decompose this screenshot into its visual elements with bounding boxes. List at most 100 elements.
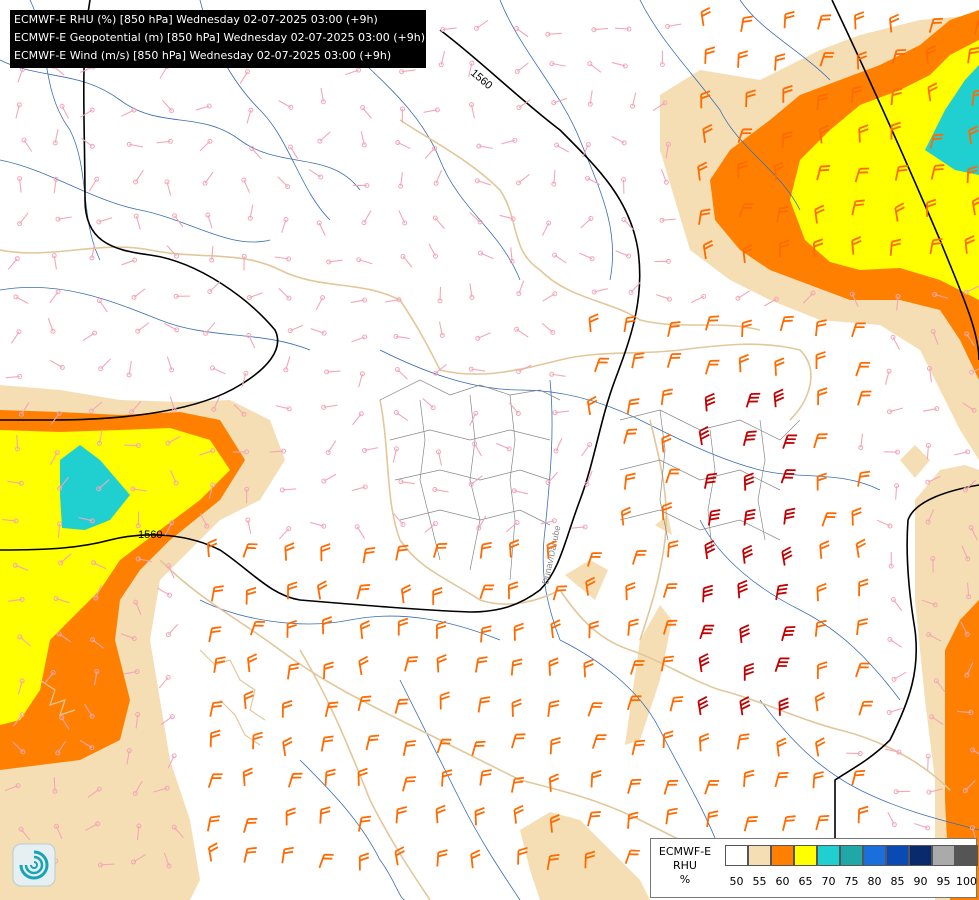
wind-barb (287, 324, 304, 334)
legend-swatch (748, 845, 771, 866)
wind-barb (547, 700, 560, 717)
wind-barb (324, 768, 336, 786)
legend-tick: 70 (821, 875, 836, 888)
wind-barb (698, 425, 710, 446)
wind-barb (200, 513, 210, 529)
wind-barb (49, 289, 61, 304)
wind-barb (508, 402, 521, 417)
wind-barb (126, 748, 132, 765)
wind-barb (203, 322, 216, 336)
wind-barb (90, 637, 104, 649)
wind-barb (17, 66, 25, 83)
wind-barb (205, 212, 213, 229)
wind-barb (816, 93, 829, 111)
legend-swatch (725, 845, 748, 866)
wind-barb (929, 714, 944, 726)
wind-barb (962, 402, 977, 413)
wind-barb (472, 441, 482, 457)
wind-barb (53, 823, 63, 840)
wind-barb (816, 472, 827, 491)
wind-barb (44, 670, 56, 684)
wind-barb (120, 633, 137, 642)
wind-barb (281, 700, 293, 718)
wind-barb (514, 326, 529, 338)
wind-barb (199, 138, 213, 152)
wind-barb (209, 701, 223, 717)
legend-title: ECMWF-E RHU % (653, 845, 717, 887)
wind-barb (858, 578, 869, 597)
wind-barb (394, 698, 409, 714)
wind-barb (656, 294, 672, 302)
wind-barb (890, 334, 901, 350)
wind-barb (514, 26, 529, 38)
wind-barb (402, 776, 416, 792)
wind-barb (545, 471, 558, 486)
wind-barb (97, 862, 115, 868)
wind-barb (166, 245, 179, 259)
wind-barb (49, 359, 65, 370)
wind-barb (628, 281, 641, 295)
wind-barb (660, 168, 669, 185)
wind-barb (352, 411, 364, 426)
wind-barb (476, 143, 493, 149)
wind-barb (21, 137, 33, 152)
wind-barb (473, 19, 489, 31)
wind-barb (591, 27, 608, 33)
wind-barb (894, 202, 905, 222)
wind-barb (79, 107, 95, 118)
wind-barb (479, 584, 495, 600)
wind-barb (310, 328, 327, 336)
wind-barb (962, 780, 976, 794)
wind-barb (440, 26, 457, 32)
wind-barb (245, 517, 252, 534)
wind-barb (699, 624, 715, 640)
wind-barb (704, 392, 716, 412)
wind-barb (743, 662, 755, 681)
wind-barb (783, 10, 795, 29)
wind-barb (783, 507, 796, 525)
wind-barb (886, 407, 904, 415)
wind-barb (469, 212, 483, 225)
wind-barb (968, 525, 978, 541)
wind-barb (953, 449, 971, 456)
wind-barb (813, 433, 828, 449)
wind-barb (15, 102, 22, 119)
wind-barb (326, 259, 343, 265)
wind-barb (156, 138, 173, 144)
wind-barb (925, 475, 941, 485)
wind-barb (781, 546, 793, 566)
wind-barb (927, 82, 938, 102)
wind-barb (278, 100, 294, 110)
wind-barb (173, 293, 191, 299)
wind-barb (400, 584, 412, 604)
wind-barb (439, 691, 450, 710)
wind-barb (517, 846, 528, 865)
wind-barb (615, 26, 632, 32)
wind-barb (4, 783, 21, 791)
wind-barb (402, 740, 417, 757)
header-line-wind: ECMWF-E Wind (m/s) [850 hPa] Wednesday 0… (14, 49, 392, 62)
wind-barb (854, 11, 865, 30)
wind-barb (165, 623, 179, 638)
wind-barb (398, 210, 408, 226)
wind-barb (324, 369, 341, 375)
wind-barb (815, 351, 826, 369)
wind-barb (704, 46, 716, 64)
wind-barb (96, 479, 110, 492)
wind-barb (394, 846, 405, 866)
wind-barb (135, 322, 150, 334)
wind-barb (961, 545, 971, 562)
wind-barb (594, 357, 610, 373)
wind-barb (821, 512, 837, 527)
wind-barb (96, 217, 113, 225)
wind-barb (18, 402, 30, 417)
wind-barb (702, 239, 714, 260)
wind-barb (858, 124, 869, 143)
wind-barb (511, 698, 522, 717)
wind-barb (136, 823, 142, 840)
wind-barb (360, 131, 367, 148)
legend-swatch (840, 845, 863, 866)
wind-barb (921, 599, 938, 608)
wind-barb (818, 124, 830, 144)
